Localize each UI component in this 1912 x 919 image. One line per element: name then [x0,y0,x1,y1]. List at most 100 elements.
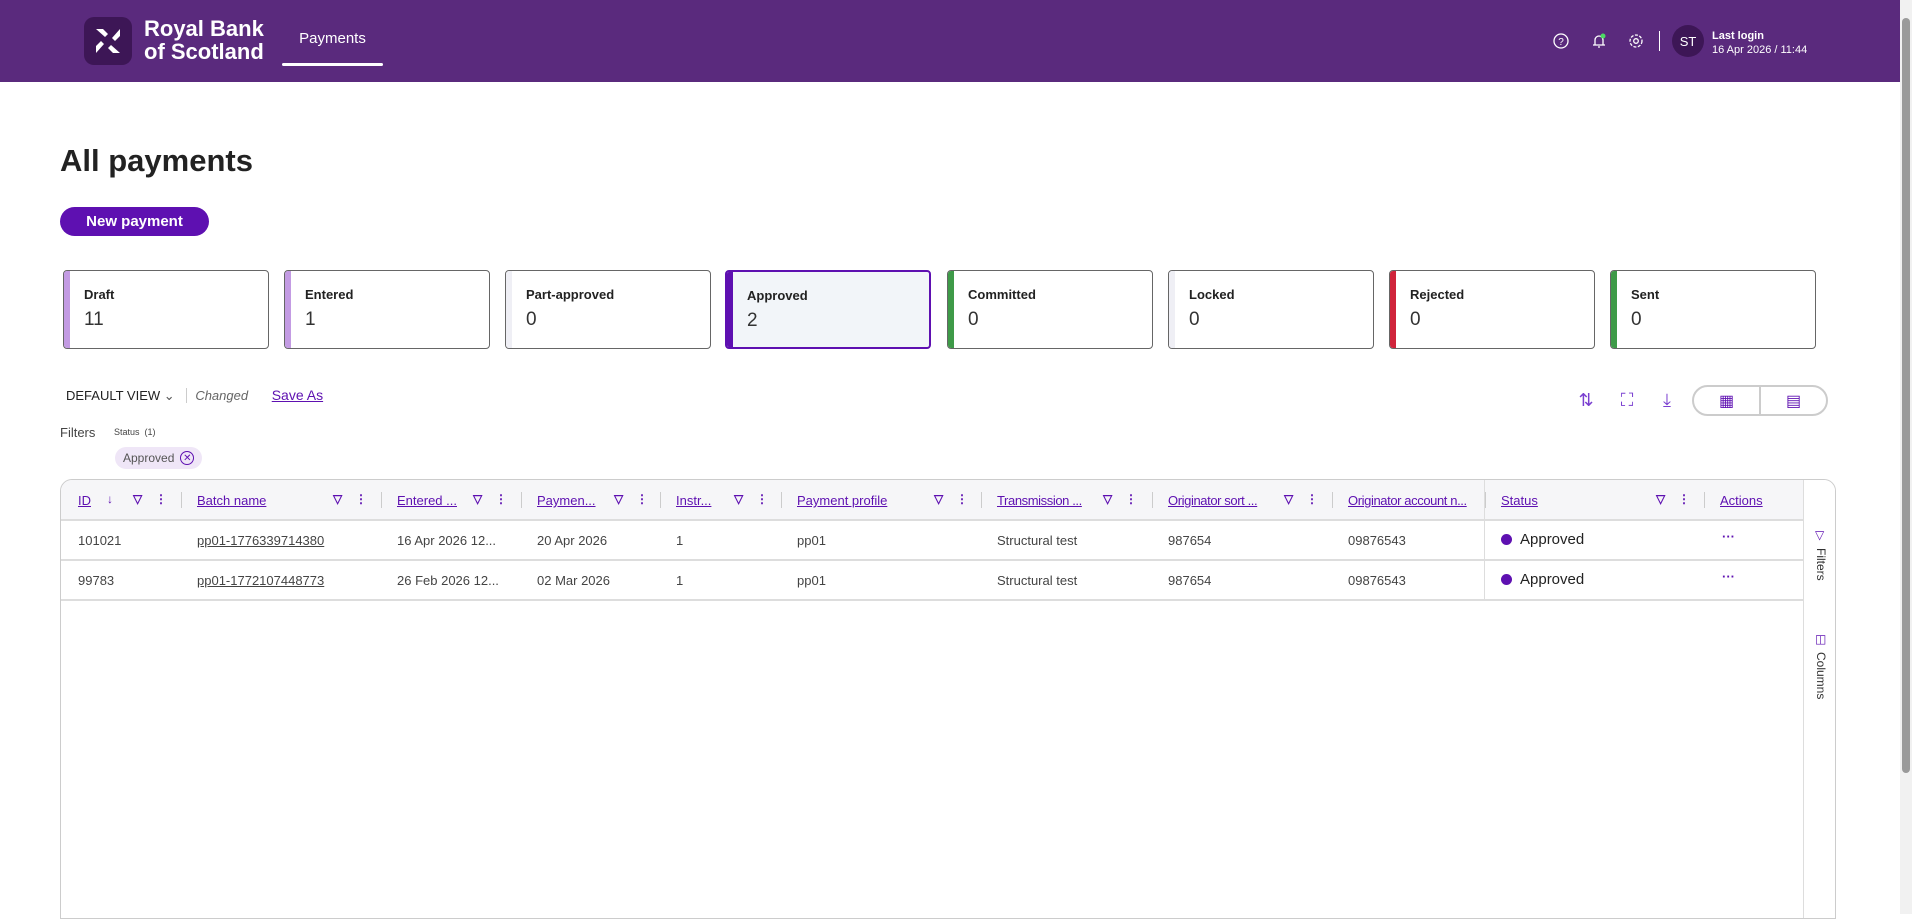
column-filter-icon[interactable]: ▽ [1656,492,1666,506]
table-cell: 101021 [78,533,122,548]
column-header-3[interactable]: Paymen... [537,493,596,508]
status-color-bar [948,271,954,348]
table-view-icon[interactable]: ▤ [1785,392,1802,410]
table-side-panel: ▽ Filters ◫ Columns [1803,480,1835,918]
chevron-down-icon: ⌄ [163,388,175,403]
page-title: All payments [60,143,253,178]
column-separator [781,492,782,508]
status-color-bar [506,271,512,348]
grid-view-icon[interactable]: ▦ [1694,387,1761,414]
column-header-9[interactable]: Status [1501,493,1538,508]
column-menu-icon[interactable]: ⋮ [1306,492,1318,506]
expand-icon[interactable]: ⛶ [1620,389,1634,410]
card-label: Approved [747,288,808,303]
table-row[interactable]: 99783 pp01-1772107448773 26 Feb 2026 12...… [61,561,1803,601]
view-dropdown[interactable]: DEFAULT VIEW ⌄ [66,388,175,403]
side-columns-tab[interactable]: Columns [1814,652,1828,700]
column-menu-icon[interactable]: ⋮ [1678,492,1690,506]
column-header-10[interactable]: Actions [1720,493,1763,508]
sort-desc-icon[interactable]: ↓ [107,492,113,506]
table-cell: 1 [676,573,684,588]
card-count: 0 [1189,309,1200,330]
download-icon[interactable]: ⤓ [1663,389,1671,410]
help-icon[interactable]: ? [1551,31,1571,51]
column-filter-icon[interactable]: ▽ [934,492,944,506]
sort-icon[interactable]: ⇅ [1578,389,1594,410]
side-filters-tab[interactable]: Filters [1814,548,1828,581]
column-menu-icon[interactable]: ⋮ [495,492,507,506]
table-row[interactable]: 101021 pp01-1776339714380 16 Apr 2026 12..… [61,521,1803,561]
table-cell: Structural test [997,533,1078,548]
column-menu-icon[interactable]: ⋮ [155,492,167,506]
scrollbar-thumb[interactable] [1902,18,1910,773]
column-menu-icon[interactable]: ⋮ [1125,492,1137,506]
column-filter-icon[interactable]: ▽ [473,492,483,506]
table-cell: 09876543 [1348,533,1406,548]
status-color-bar [1169,271,1175,348]
status-card-entered[interactable]: Entered 1 [284,270,490,349]
column-menu-icon[interactable]: ⋮ [636,492,648,506]
column-menu-icon[interactable]: ⋮ [756,492,768,506]
column-header-5[interactable]: Payment profile [797,493,888,508]
card-count: 0 [1631,309,1642,330]
view-toggle[interactable]: ▦ ▤ [1692,385,1828,416]
table-cell: 987654 [1168,573,1212,588]
status-card-approved[interactable]: Approved 2 [725,270,931,349]
daisy-logo-icon [96,29,120,53]
columns-icon[interactable]: ◫ [1815,632,1827,646]
status-color-bar [1390,271,1396,348]
batch-name-link[interactable]: pp01-1776339714380 [197,533,325,548]
column-menu-icon[interactable]: ⋮ [355,492,367,506]
column-separator [1152,492,1153,508]
status-card-draft[interactable]: Draft 11 [63,270,269,349]
column-header-6[interactable]: Transmission ... [997,493,1082,508]
view-changed-label: Changed [195,388,249,403]
column-filter-icon[interactable]: ▽ [1284,492,1294,506]
column-filter-icon[interactable]: ▽ [333,492,343,506]
column-header-0[interactable]: ID [78,493,91,508]
card-count: 0 [526,309,537,330]
pinned-column-divider [1484,480,1485,600]
filter-group: Status (1) [114,427,156,437]
column-header-8[interactable]: Originator account n... [1348,493,1467,508]
column-filter-icon[interactable]: ▽ [1103,492,1113,506]
settings-gear-icon[interactable] [1626,31,1646,51]
column-separator [381,492,382,508]
svg-text:?: ? [1558,37,1564,48]
user-avatar[interactable]: ST [1672,25,1704,57]
row-actions-icon[interactable]: ··· [1722,529,1735,544]
column-filter-icon[interactable]: ▽ [614,492,624,506]
filter-icon[interactable]: ▽ [1815,528,1825,542]
column-filter-icon[interactable]: ▽ [133,492,143,506]
batch-name-link[interactable]: pp01-1772107448773 [197,573,325,588]
table-cell: 1 [676,533,684,548]
status-dot-icon [1501,574,1512,585]
last-login: Last login 16 Apr 2026 / 11:44 [1712,30,1808,56]
status-card-rejected[interactable]: Rejected 0 [1389,270,1595,349]
column-header-4[interactable]: Instr... [676,493,712,508]
column-filter-icon[interactable]: ▽ [734,492,744,506]
rbs-logo[interactable] [84,17,132,65]
column-header-2[interactable]: Entered ... [397,493,457,508]
status-color-bar [727,272,733,347]
remove-filter-icon[interactable]: ✕ [180,451,195,465]
column-separator [181,492,182,508]
status-card-committed[interactable]: Committed 0 [947,270,1153,349]
card-count: 1 [305,309,316,330]
status-color-bar [285,271,291,348]
row-actions-icon[interactable]: ··· [1722,569,1735,584]
column-header-1[interactable]: Batch name [197,493,267,508]
column-header-7[interactable]: Originator sort ... [1168,493,1258,508]
new-payment-button[interactable]: New payment [60,207,209,236]
bell-icon[interactable] [1589,31,1609,51]
status-card-sent[interactable]: Sent 0 [1610,270,1816,349]
card-label: Locked [1189,287,1235,302]
status-card-part-approved[interactable]: Part-approved 0 [505,270,711,349]
column-menu-icon[interactable]: ⋮ [956,492,968,506]
card-label: Entered [305,287,354,302]
column-separator [1332,492,1333,508]
save-as-link[interactable]: Save As [271,387,324,403]
status-card-locked[interactable]: Locked 0 [1168,270,1374,349]
nav-tab-payments[interactable]: Payments [299,30,366,47]
table-cell: 987654 [1168,533,1212,548]
